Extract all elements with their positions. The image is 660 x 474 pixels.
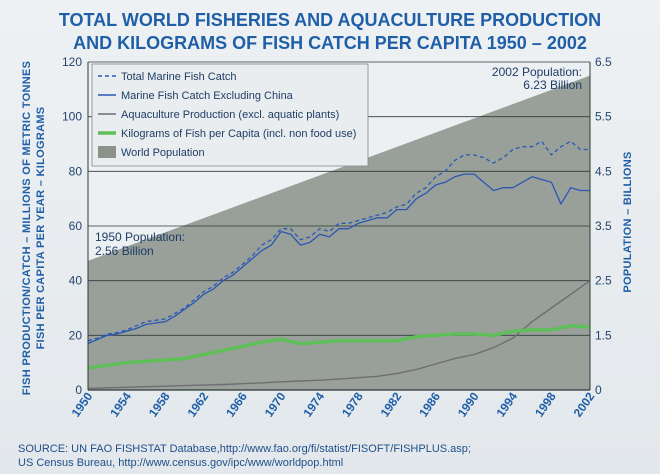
x-tick-label: 1970 [262, 389, 289, 419]
y-tick-label: 80 [69, 164, 83, 178]
y-tick-label: 120 [62, 55, 82, 69]
y-tick-labels: 0 20 40 60 80 100 120 [62, 55, 82, 397]
y-tick-label: 0 [75, 383, 82, 397]
x-tick-label: 1954 [107, 389, 134, 419]
annotation-1950-pop-line1: 1950 Population: [95, 230, 185, 244]
chart-title-line1: TOTAL WORLD FISHERIES AND AQUACULTURE PR… [59, 10, 601, 30]
series-line-marine-ex-china [87, 173, 590, 345]
x-tick-label: 1966 [223, 389, 250, 419]
y2-tick-label: 0 [595, 383, 602, 397]
y-tick-label: 20 [69, 328, 83, 342]
y2-tick-label: 5.5 [595, 110, 612, 124]
x-tick-label: 1974 [300, 389, 327, 419]
legend-swatch-population [98, 146, 116, 158]
y2-axis-label: POPULATION – BILLIONS [622, 151, 634, 292]
y-tick-label: 40 [69, 274, 83, 288]
y2-tick-labels: 0 1.5 2.5 3.5 4.5 5.5 6.5 [595, 55, 612, 397]
x-tick-labels: 1950 1954 1958 1962 1966 1970 1974 1978 1982 1986… [69, 389, 598, 419]
x-tick-label: 1962 [185, 389, 212, 419]
y-tick-label: 60 [69, 219, 83, 233]
x-tick-label: 2002 [571, 389, 598, 419]
annotation-2002-pop-line2: 6.23 Billion [523, 78, 582, 92]
annotation-2002-pop-line1: 2002 Population: [492, 65, 582, 79]
y-tick-label: 100 [62, 110, 82, 124]
legend-label-total-marine: Total Marine Fish Catch [121, 71, 237, 83]
y-axis-label-line1: FISH PRODUCTION/CATCH – MILLIONS OF METR… [21, 61, 33, 396]
y-axis-label-line2: FISH PER CAPITA PER YEAR – KILOGRAMS [35, 107, 47, 350]
x-tick-label: 1978 [339, 389, 366, 419]
series-line-per-capita [87, 324, 591, 370]
series-line-aquaculture [87, 280, 591, 390]
y2-tick-label: 2.5 [595, 274, 612, 288]
legend-label-population: World Population [121, 147, 205, 159]
source-line1: SOURCE: UN FAO FISHSTAT Database,http://… [18, 443, 471, 455]
legend-box [91, 63, 369, 167]
y2-tick-label: 3.5 [595, 219, 612, 233]
x-tick-label: 1958 [146, 389, 173, 419]
x-tick-label: 1986 [416, 389, 443, 419]
annotation-1950-pop-line2: 2.56 Billion [95, 244, 154, 258]
y2-tick-label: 6.5 [595, 55, 612, 69]
x-tick-label: 1950 [69, 389, 96, 419]
x-tick-label: 1990 [455, 389, 482, 419]
legend-label-marine-ex-china: Marine Fish Catch Excluding China [121, 90, 294, 102]
population-area [88, 75, 590, 390]
series-line-total-marine [87, 140, 590, 342]
x-tick-label: 1982 [378, 389, 405, 419]
legend: Total Marine Fish Catch Marine Fish Catc… [91, 63, 369, 167]
y2-tick-label: 1.5 [595, 328, 612, 342]
legend-label-aquaculture: Aquaculture Production (excl. aquatic pl… [121, 109, 339, 121]
x-tick-label: 1994 [493, 389, 520, 419]
y2-tick-label: 4.5 [595, 164, 612, 178]
x-tick-label: 1998 [532, 389, 559, 419]
series-lines [87, 140, 591, 390]
chart-title-line2: AND KILOGRAMS OF FISH CATCH PER CAPITA 1… [73, 33, 587, 53]
source-line2: US Census Bureau, http://www.census.gov/… [18, 457, 343, 469]
legend-label-per-capita: Kilograms of Fish per Capita (incl. non … [121, 128, 356, 140]
population-layer [88, 75, 590, 390]
